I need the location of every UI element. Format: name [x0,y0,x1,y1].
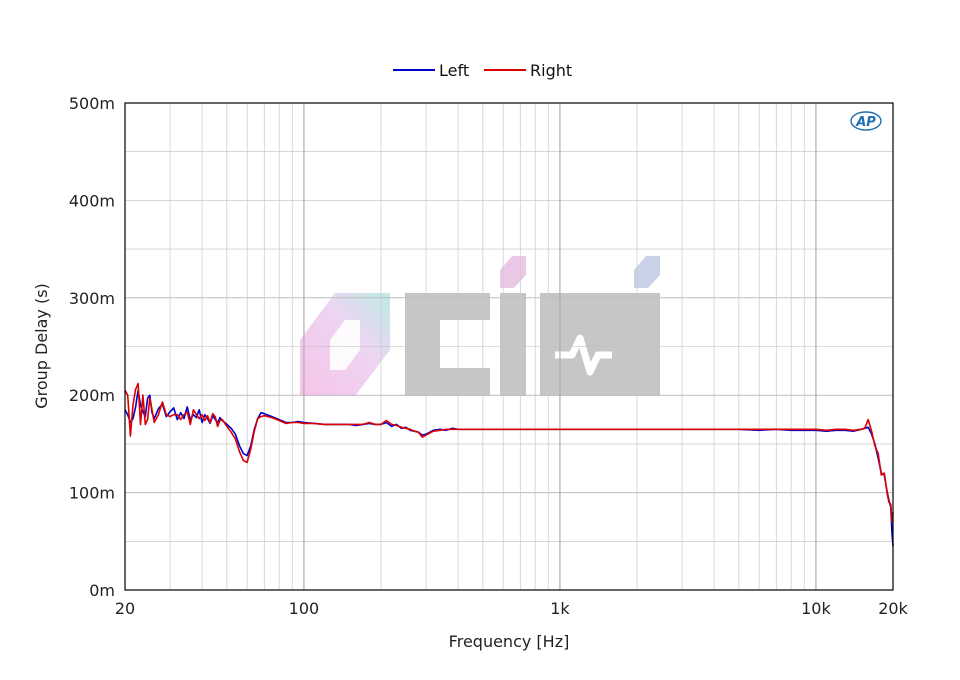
chart-grid [124,102,894,591]
series-line-right [124,382,894,523]
x-tick-label: 100 [289,599,320,618]
legend-label-right: Right [530,61,572,80]
legend-label-left: Left [439,61,469,80]
y-tick-label: 400m [69,191,115,210]
y-tick-label: 0m [89,581,115,600]
x-tick-label: 20 [115,599,135,618]
chart-legend: Left Right [393,61,572,80]
chart-series [124,382,894,547]
y-tick-label: 100m [69,484,115,503]
x-tick-label: 20k [878,599,908,618]
x-axis-title: Frequency [Hz] [449,632,570,651]
chart-ticks: 20 100 1k 10k 20k 0m 100m 200m 300m 400m 500m [69,94,909,618]
ap-logo-text: AP [855,115,876,130]
ap-logo: AP [850,111,882,131]
y-axis-title: Group Delay (s) [32,283,51,409]
y-tick-label: 300m [69,289,115,308]
x-tick-label: 10k [801,599,831,618]
plot-frame [124,102,894,591]
series-line-left [124,389,894,547]
y-tick-label: 500m [69,94,115,113]
x-tick-label: 1k [550,599,570,618]
y-tick-label: 200m [69,386,115,405]
cihi-watermark-logo [300,256,660,396]
